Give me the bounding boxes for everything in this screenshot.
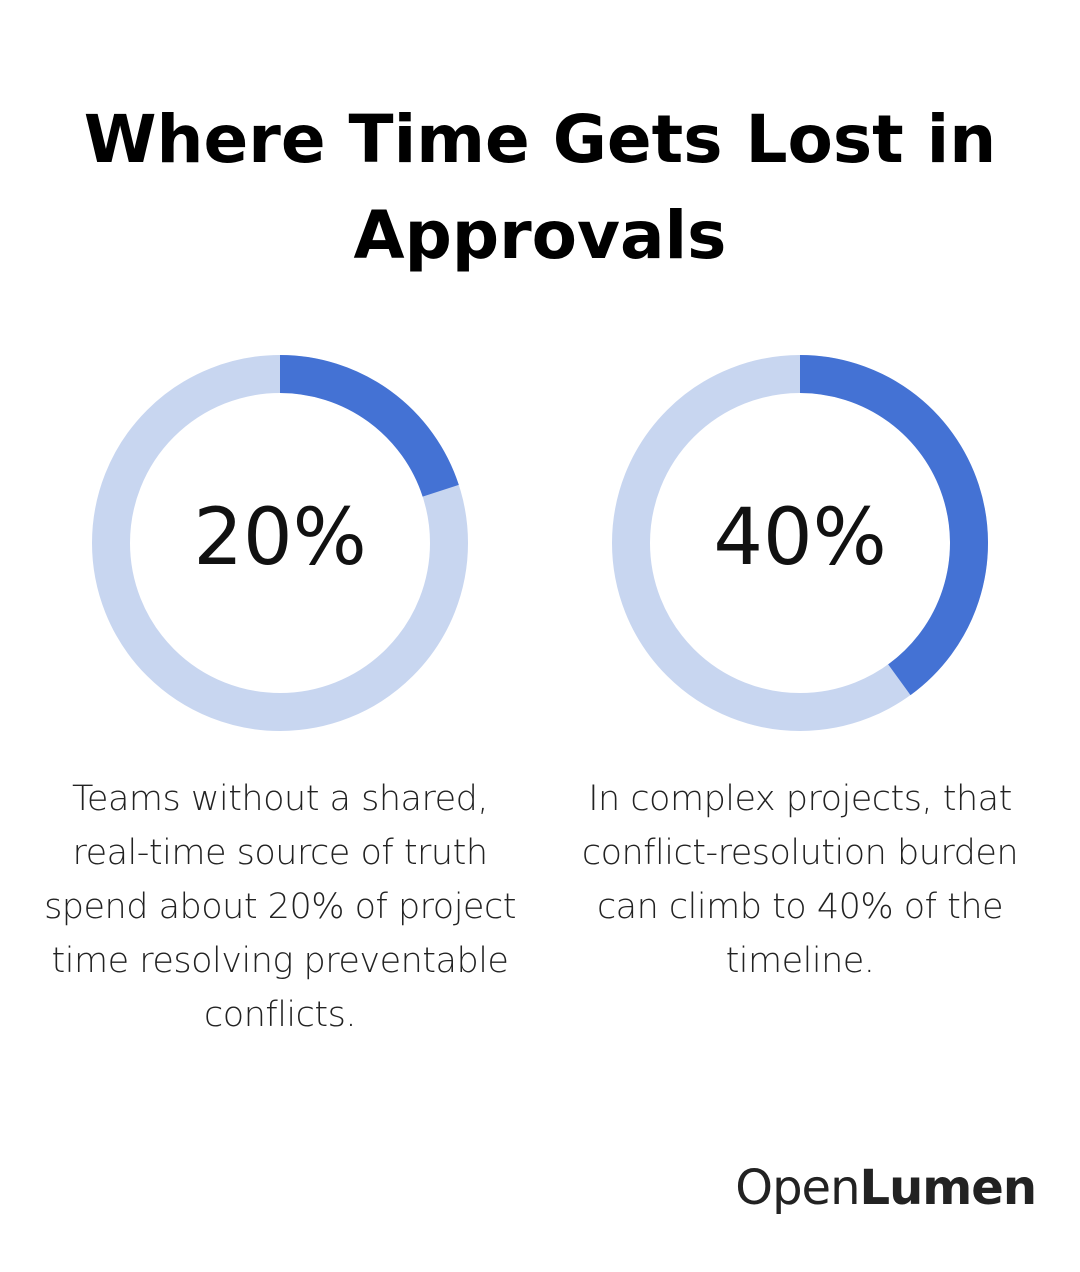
donut-arc — [279, 355, 459, 498]
caption: In complex projects, that conflict-resol… — [581, 779, 1019, 981]
title: Where Time Gets Lost in Approvals — [83, 101, 997, 274]
logo-bold: Lumen — [859, 1160, 1037, 1216]
value-label: 40% — [713, 493, 887, 583]
value-label: 20% — [193, 493, 367, 583]
caption: Teams without a shared, real-time source… — [44, 779, 516, 1035]
logo: OpenLumen — [735, 1160, 1037, 1216]
donut-arc — [799, 355, 988, 696]
logo-light: Open — [735, 1160, 860, 1216]
